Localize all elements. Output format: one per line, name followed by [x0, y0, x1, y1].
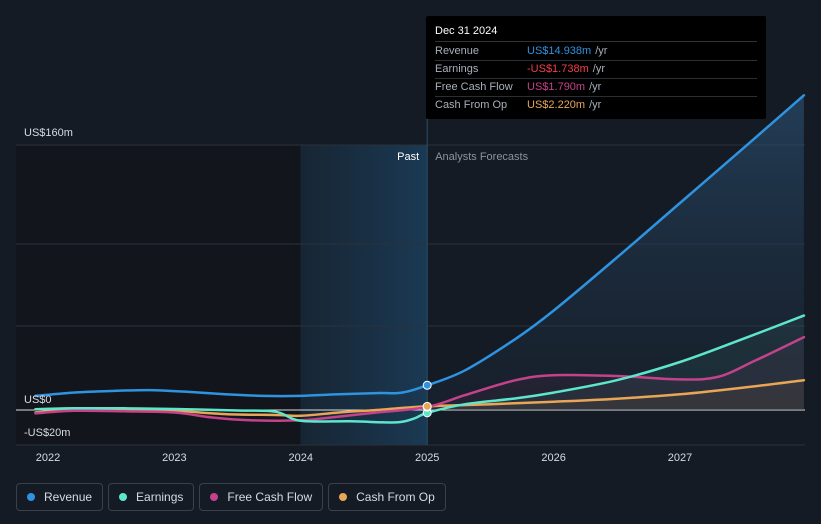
- marker-cash-from-op: [422, 401, 432, 411]
- tooltip-row-label: Free Cash Flow: [435, 81, 513, 93]
- y-tick-label: US$0: [24, 394, 52, 406]
- tooltip-row-value: US$14.938m: [527, 45, 592, 57]
- x-tick-label: 2024: [289, 452, 313, 464]
- tooltip-row: Cash From Op US$2.220m/yr: [435, 97, 757, 114]
- marker-revenue: [422, 380, 432, 390]
- series-fill-revenue: [427, 95, 804, 411]
- legend-item-cash-from-op[interactable]: Cash From Op: [328, 483, 446, 511]
- legend-item-free-cash-flow[interactable]: Free Cash Flow: [199, 483, 324, 511]
- series-lines: [34, 94, 806, 424]
- legend-dot-icon: [210, 493, 219, 501]
- tooltip-row-value: -US$1.738m: [527, 63, 589, 75]
- series-fill-cash-from-op: [427, 380, 804, 410]
- x-tick-label: 2022: [36, 452, 60, 464]
- tooltip-row-unit: /yr: [592, 63, 605, 75]
- legend-item-earnings[interactable]: Earnings: [108, 483, 195, 511]
- legend-dot-icon: [27, 493, 35, 501]
- forecast-label: Analysts Forecasts: [435, 151, 528, 163]
- x-tick-label: 2027: [668, 452, 692, 464]
- legend-label: Revenue: [44, 490, 93, 504]
- tooltip-row: Earnings -US$1.738m/yr: [435, 61, 757, 79]
- past-label: Past: [397, 151, 419, 163]
- legend-label: Cash From Op: [356, 490, 435, 504]
- legend-dot-icon: [339, 493, 348, 501]
- legend-label: Earnings: [136, 490, 184, 504]
- series-line-free-cash-flow: [34, 335, 806, 422]
- tooltip-date: Dec 31 2024: [435, 24, 757, 42]
- tooltip-row-unit: /yr: [589, 99, 602, 111]
- tooltip-row: Free Cash Flow US$1.790m/yr: [435, 79, 757, 97]
- axis-labels: US$160m US$0 -US$20m 2022 2023 2024 2025 2026 20…: [24, 127, 692, 464]
- legend-dot-icon: [119, 493, 128, 501]
- series-line-revenue: [34, 94, 806, 398]
- legend-label: Free Cash Flow: [227, 490, 313, 504]
- y-tick-label: -US$20m: [24, 427, 70, 439]
- tooltip-row-value: US$2.220m: [527, 99, 586, 111]
- tooltip-row: Revenue US$14.938m/yr: [435, 43, 757, 61]
- tooltip-row-label: Earnings: [435, 63, 479, 75]
- legend: Revenue Earnings Free Cash Flow Cash From O…: [16, 483, 446, 511]
- tooltip-row-unit: /yr: [595, 45, 608, 57]
- legend-item-revenue[interactable]: Revenue: [16, 483, 104, 511]
- current-markers: [422, 380, 432, 418]
- tooltip-row-label: Revenue: [435, 45, 480, 57]
- x-tick-label: 2026: [541, 452, 565, 464]
- y-tick-label: US$160m: [24, 127, 73, 139]
- series-line-cash-from-op: [34, 378, 806, 418]
- past-highlight: [300, 145, 428, 445]
- tooltip-row-value: US$1.790m: [527, 81, 586, 93]
- x-tick-label: 2023: [162, 452, 186, 464]
- series-fill-earnings: [427, 315, 804, 413]
- x-tick-label: 2025: [415, 452, 439, 464]
- series-line-earnings: [34, 314, 806, 424]
- past-shade-left: [16, 145, 300, 445]
- tooltip-row-label: Cash From Op: [435, 99, 508, 111]
- tooltip: Dec 31 2024 Revenue US$14.938m/yr Earnings…: [426, 16, 766, 119]
- tooltip-row-unit: /yr: [589, 81, 602, 93]
